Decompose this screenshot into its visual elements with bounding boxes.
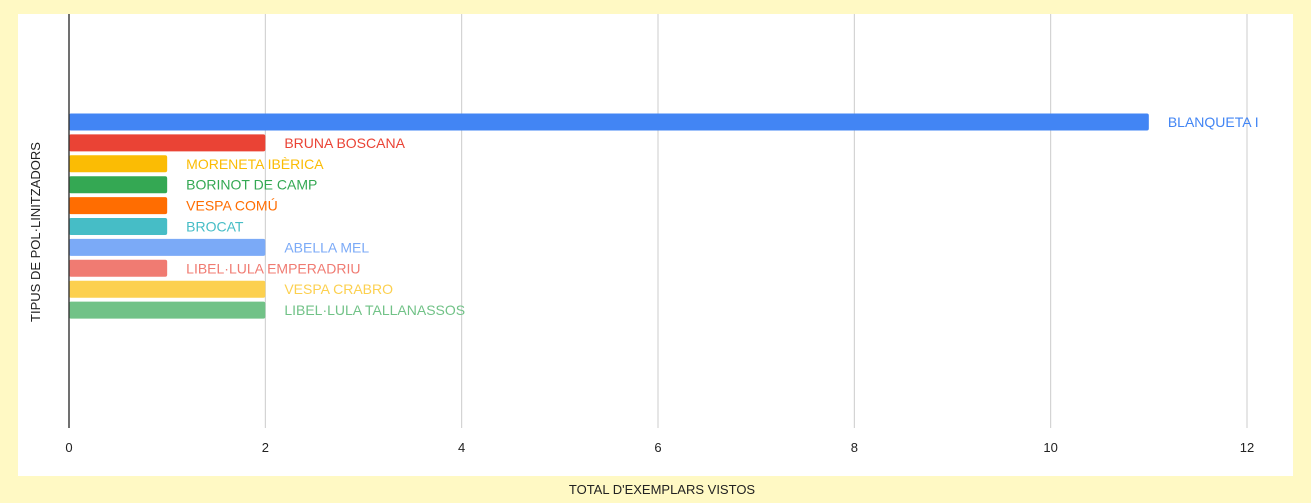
x-tick-label: 12	[1240, 440, 1254, 455]
x-tick-label: 2	[262, 440, 269, 455]
bar[interactable]	[69, 280, 266, 298]
bar-layer	[69, 113, 1149, 319]
bar[interactable]	[69, 176, 168, 194]
x-tick-label: 0	[65, 440, 72, 455]
label-layer: BLANQUETA I BRUNA BOSCANA MORENETA IBÈRICA…	[186, 114, 1258, 318]
bar[interactable]	[69, 113, 1149, 131]
bar[interactable]	[69, 155, 168, 173]
bar-label: MORENETA IBÈRICA	[186, 156, 324, 172]
bar-label: LIBEL·LULA TALLANASSOS	[284, 302, 465, 318]
bar-label: ABELLA MEL	[284, 239, 369, 255]
x-axis-title: TOTAL D'EXEMPLARS VISTOS	[569, 482, 756, 497]
x-tick-label: 8	[851, 440, 858, 455]
bar-label: BRUNA BOSCANA	[284, 135, 405, 151]
bar[interactable]	[69, 259, 168, 277]
tick-layer: 0 2 4 6 8 10 12	[65, 440, 1254, 455]
bar[interactable]	[69, 301, 266, 319]
grid-layer	[264, 14, 1248, 428]
bar-label: BLANQUETA I	[1168, 114, 1259, 130]
bar[interactable]	[69, 134, 266, 152]
bar-label: BORINOT DE CAMP	[186, 177, 317, 193]
x-tick-label: 4	[458, 440, 465, 455]
bar-label: VESPA CRABRO	[284, 281, 393, 297]
bar[interactable]	[69, 218, 168, 235]
bar[interactable]	[69, 238, 266, 256]
bar-label: VESPA COMÚ	[186, 198, 278, 214]
bar-label: LIBEL·LULA EMPERADRIU	[186, 260, 360, 276]
y-axis-title: TIPUS DE POL·LINITZADORS	[28, 142, 43, 322]
bar[interactable]	[69, 197, 168, 215]
x-tick-label: 6	[654, 440, 661, 455]
bar-label: BROCAT	[186, 219, 244, 235]
x-tick-label: 10	[1043, 440, 1057, 455]
